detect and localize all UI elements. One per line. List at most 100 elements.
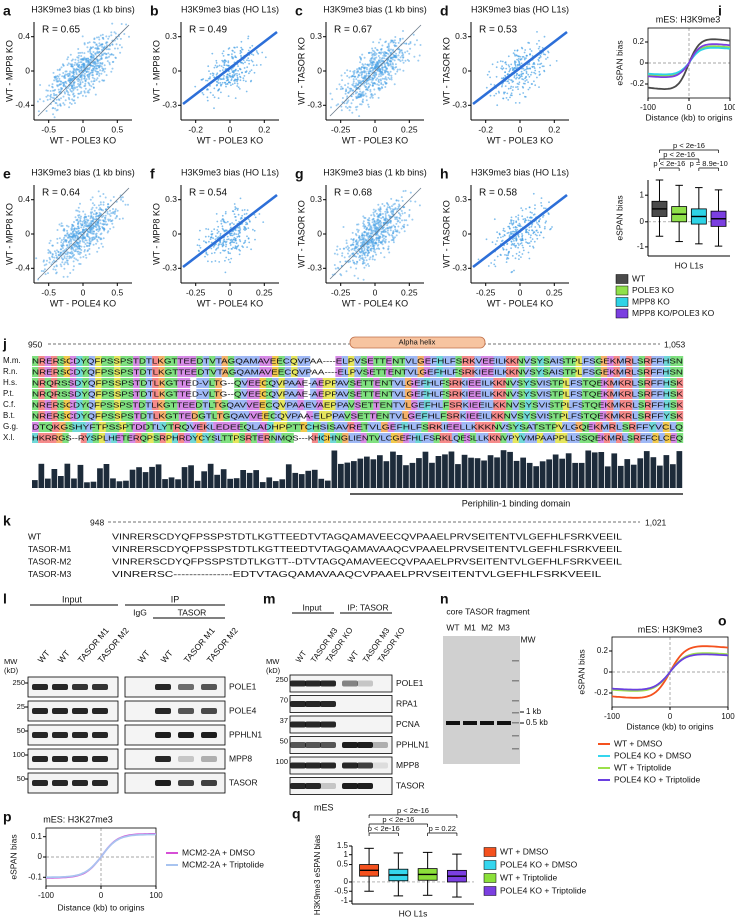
residue-bg <box>494 433 501 443</box>
residue-bg <box>632 389 639 399</box>
scatter-point <box>546 56 549 59</box>
conservation-bar <box>377 455 383 488</box>
residue-bg <box>253 356 260 366</box>
scatter-point <box>518 74 520 77</box>
r-value: R = 0.65 <box>42 25 81 36</box>
scatter-point <box>213 107 215 110</box>
scatter-point <box>88 74 91 77</box>
y-tick-label: 0 <box>462 65 467 75</box>
scatter-point <box>501 239 504 242</box>
scatter-point <box>84 95 87 98</box>
scatter-point <box>512 86 514 88</box>
scatter-point <box>393 202 396 205</box>
scatter-point <box>72 265 75 268</box>
scatter-point <box>65 70 68 73</box>
scatter-point <box>501 85 503 88</box>
scatter-point <box>65 257 68 260</box>
residue-bg <box>322 378 330 388</box>
scatter-point <box>120 46 123 49</box>
residue-bg <box>663 411 671 421</box>
residue-bg <box>625 411 633 421</box>
conservation-bar <box>90 481 97 488</box>
scatter-point <box>355 78 358 81</box>
scatter-point <box>363 67 366 69</box>
y-tick-label: -0.2 <box>630 79 644 88</box>
scatter-point <box>81 51 84 54</box>
scatter-point <box>99 201 102 204</box>
residue-bg <box>524 378 532 388</box>
scatter-point <box>227 76 229 79</box>
scatter-point <box>106 212 109 215</box>
scatter-point <box>384 219 387 222</box>
scatter-point <box>351 259 354 262</box>
scatter-point <box>227 79 230 81</box>
x-tick-label: 0 <box>518 287 523 297</box>
scatter-point <box>78 242 81 245</box>
scatter-point <box>83 90 86 93</box>
scatter-point <box>369 88 372 91</box>
conservation-bar <box>285 464 292 488</box>
scatter-point <box>391 209 394 212</box>
conservation-bar <box>155 464 162 488</box>
scatter-point <box>96 250 99 253</box>
residue-bg <box>626 367 633 377</box>
scatter-point <box>505 97 508 99</box>
scatter-point <box>378 214 381 217</box>
scatter-point <box>352 80 355 83</box>
residue-bg <box>139 400 146 410</box>
scatter-point <box>391 39 394 42</box>
residue-bg <box>126 400 134 410</box>
scatter-point <box>400 196 403 199</box>
residue-bg <box>543 433 550 443</box>
scatter-point <box>106 56 109 59</box>
scatter-point <box>87 89 90 92</box>
scatter-point <box>394 216 396 219</box>
residue-bg <box>70 411 77 421</box>
scatter-point <box>403 211 406 214</box>
scatter-point <box>507 73 509 76</box>
scatter-point <box>104 220 107 223</box>
scatter-point <box>402 61 405 64</box>
residue-bg <box>524 389 532 399</box>
scatter-point <box>367 64 370 67</box>
scatter-point <box>370 81 373 84</box>
scatter-point <box>381 56 384 59</box>
scatter-point <box>363 94 366 97</box>
scatter-point <box>361 63 364 66</box>
residue-bg <box>606 411 613 421</box>
scatter-point <box>77 214 80 217</box>
residue-bg <box>670 433 678 443</box>
scatter-point <box>394 36 397 38</box>
conservation-bar <box>637 458 644 488</box>
scatter-point <box>99 62 102 64</box>
scatter-point <box>394 44 397 47</box>
residue-bg <box>385 389 393 399</box>
scatter-point <box>96 240 99 243</box>
residue-bg <box>642 422 650 432</box>
scatter-point <box>335 88 338 90</box>
mw-label: 70 <box>280 695 288 704</box>
scatter-point <box>73 87 76 90</box>
scatter-point <box>341 87 344 90</box>
conservation-bar <box>38 463 45 488</box>
x-tick-label: 0.25 <box>256 287 273 297</box>
scatter-point <box>502 97 505 100</box>
conservation-bar <box>136 467 142 488</box>
scatter-point <box>204 235 207 238</box>
scatter-point <box>51 261 54 264</box>
residue-bg <box>146 411 154 421</box>
scatter-point <box>104 214 107 217</box>
scatter-point <box>348 255 351 258</box>
scatter-point <box>385 54 387 57</box>
conservation-bar <box>630 464 637 488</box>
scatter-point <box>501 68 504 71</box>
p-value: p < 2e-16 <box>663 150 695 159</box>
scatter-point <box>516 63 519 66</box>
scatter-point <box>377 55 380 57</box>
scatter-point <box>390 65 393 68</box>
x-tick-label: 0 <box>373 124 378 134</box>
x-label: WT - POLE4 KO <box>50 298 116 308</box>
scatter-point <box>78 92 81 95</box>
residue-bg <box>312 411 320 421</box>
scatter-point <box>372 217 375 220</box>
